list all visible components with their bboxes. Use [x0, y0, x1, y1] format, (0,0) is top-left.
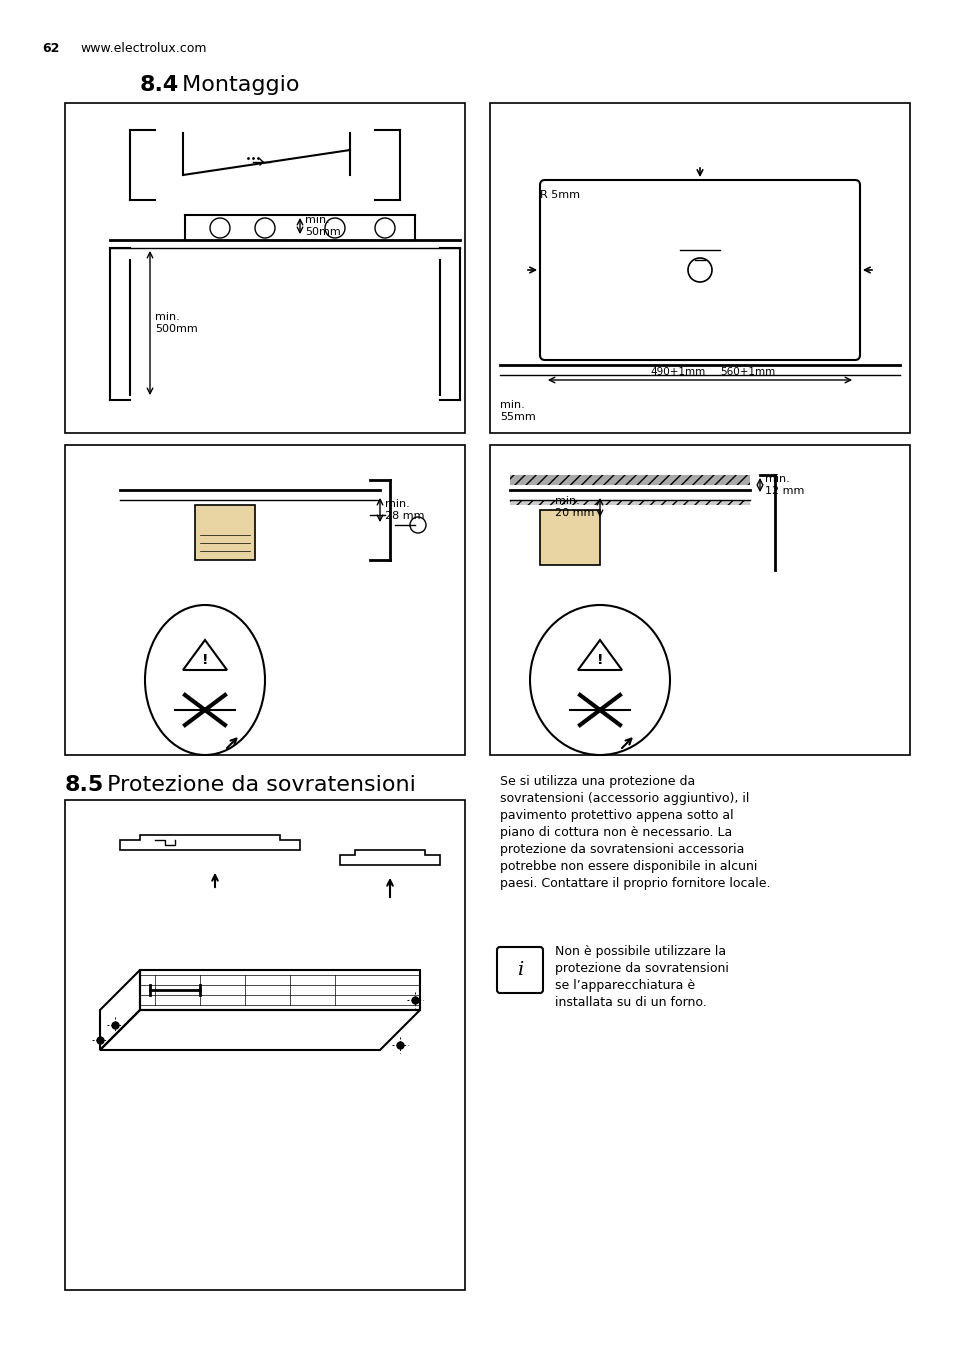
Text: !: !: [597, 653, 602, 668]
Bar: [65, 445, 464, 756]
Text: R 5mm: R 5mm: [539, 190, 579, 200]
Text: 560+1mm: 560+1mm: [720, 367, 775, 376]
Text: Protezione da sovratensioni: Protezione da sovratensioni: [100, 774, 416, 795]
Bar: [490, 103, 909, 433]
Bar: [539, 510, 599, 565]
Bar: [194, 505, 254, 561]
Bar: [65, 103, 464, 433]
Text: www.electrolux.com: www.electrolux.com: [80, 42, 206, 56]
Text: 490+1mm: 490+1mm: [649, 367, 704, 376]
Text: min.
20 mm: min. 20 mm: [555, 496, 594, 517]
Bar: [65, 800, 464, 1290]
Text: min.
55mm: min. 55mm: [499, 399, 536, 421]
Text: 8.5: 8.5: [65, 774, 104, 795]
Text: min.
12 mm: min. 12 mm: [764, 474, 803, 496]
Text: 62: 62: [42, 42, 59, 56]
Text: Non è possibile utilizzare la
protezione da sovratensioni
se l’apparecchiatura è: Non è possibile utilizzare la protezione…: [555, 945, 728, 1009]
Text: min.
500mm: min. 500mm: [154, 313, 197, 334]
Text: i: i: [517, 961, 522, 979]
Bar: [490, 445, 909, 756]
Text: Montaggio: Montaggio: [174, 74, 299, 95]
Text: min.
50mm: min. 50mm: [305, 215, 340, 237]
FancyBboxPatch shape: [539, 180, 859, 360]
Text: 8.4: 8.4: [140, 74, 179, 95]
Text: !: !: [201, 653, 208, 668]
Text: min.
28 mm: min. 28 mm: [385, 500, 424, 521]
FancyBboxPatch shape: [497, 946, 542, 992]
Bar: [510, 500, 749, 505]
Text: Se si utilizza una protezione da
sovratensioni (accessorio aggiuntivo), il
pavim: Se si utilizza una protezione da sovrate…: [499, 774, 770, 890]
Bar: [510, 475, 749, 485]
